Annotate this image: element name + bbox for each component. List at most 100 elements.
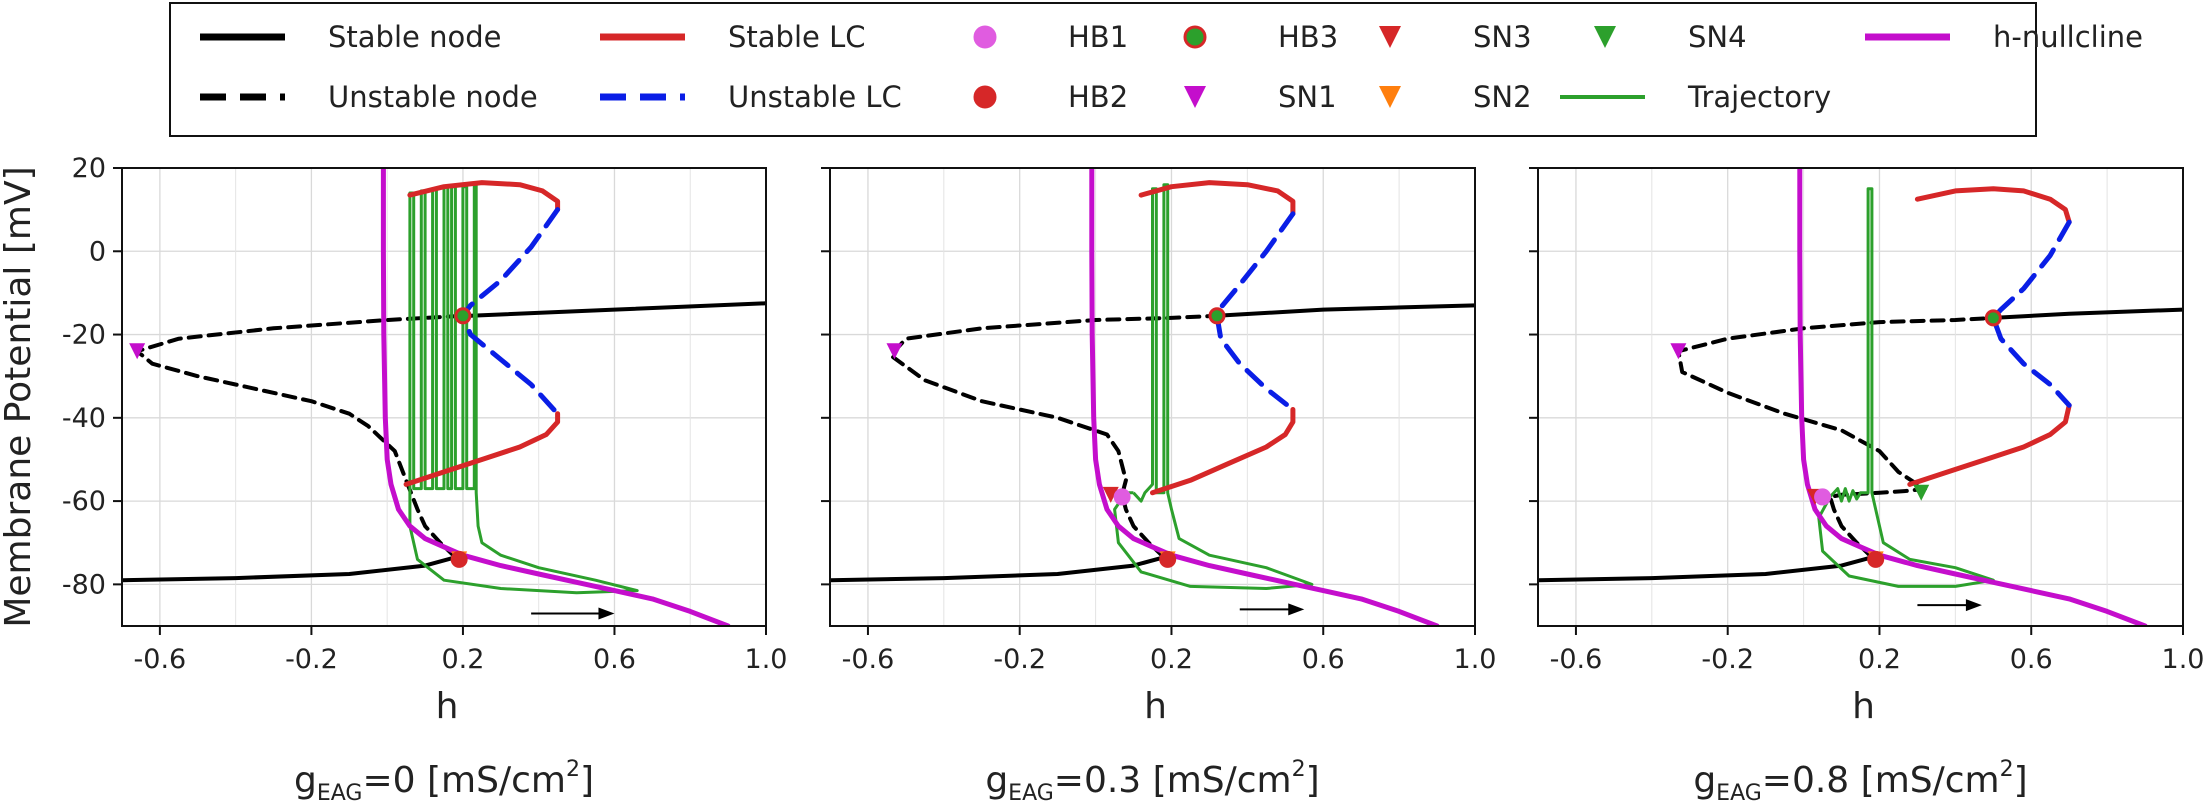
x-axis-label: h [1852, 686, 1875, 727]
legend-circle-swatch [1183, 25, 1207, 49]
panel-title: gEAG=0.8 [mS/cm2] [1693, 757, 2027, 803]
marker-hb2 [1867, 550, 1885, 568]
legend-item-trajectory: Trajectory [1560, 80, 1831, 114]
unstable-node-branch [1676, 315, 1996, 560]
stable-node-lower-branch [830, 555, 1166, 583]
legend-label: Stable node [328, 20, 501, 54]
legend-label: h-nullcline [1993, 20, 2143, 54]
legend-circle-swatch [973, 25, 997, 49]
legend-triangle-swatch [1594, 26, 1616, 48]
marker-hb1 [1113, 488, 1131, 506]
legend-label: Unstable LC [728, 80, 902, 114]
panel-title-sup: 2 [2000, 757, 2014, 782]
legend-triangle-swatch [1379, 86, 1401, 108]
trajectory-line [408, 183, 639, 595]
unstable-lc [1990, 219, 2072, 408]
legend-item-stable-lc: Stable LC [600, 20, 865, 54]
y-tick-label: -80 [62, 569, 106, 600]
legend-item-hb2: HB2 [973, 80, 1128, 114]
x-tick-label: 1.0 [745, 644, 788, 675]
marker-sn3 [1102, 486, 1119, 503]
trajectory-line [1817, 187, 1995, 588]
panel-title-sub: EAG [1008, 781, 1054, 803]
y-tick-label: 20 [72, 153, 106, 184]
marker-hb2 [1159, 550, 1177, 568]
panel-title-main: g [294, 760, 317, 801]
x-tick-label: 0.2 [441, 644, 484, 675]
stable-node-upper-branch [1991, 307, 2183, 320]
stable-lc-upper [1138, 180, 1296, 217]
x-tick-label: -0.2 [1701, 644, 1754, 675]
plot-area [122, 168, 766, 626]
y-tick-label: -20 [62, 320, 106, 351]
legend-label: SN3 [1473, 20, 1532, 54]
marker-sn4 [1913, 484, 1930, 501]
y-axis-label: Membrane Potential [mV] [0, 166, 39, 627]
unstable-node-branch [888, 313, 1219, 560]
stable-node-upper-branch [1215, 303, 1475, 318]
x-tick-label: 0.2 [1858, 644, 1901, 675]
plot-area [830, 168, 1475, 626]
x-tick-label: 0.2 [1150, 644, 1193, 675]
panel-title-end: ] [580, 760, 594, 801]
marker-hb3 [454, 307, 472, 325]
legend-item-sn4: SN4 [1594, 20, 1747, 54]
direction-arrow-head [1288, 603, 1305, 616]
panel-title-end: ] [2014, 760, 2028, 801]
stable-lc-upper [1914, 186, 2072, 225]
direction-arrow-head [598, 607, 615, 620]
legend-item-sn3: SN3 [1379, 20, 1532, 54]
axes-frame [121, 167, 767, 627]
panel-title-main: g [985, 760, 1008, 801]
stable-node-upper-branch [468, 301, 766, 318]
panel-title-sup: 2 [566, 757, 580, 782]
x-tick-label: -0.2 [993, 644, 1046, 675]
stable-lc-lower [403, 411, 561, 487]
x-tick-label: 0.6 [1302, 644, 1345, 675]
marker-sn1 [129, 343, 146, 360]
legend-label: HB3 [1278, 20, 1338, 54]
h-nullcline [1089, 168, 1440, 626]
marker-hb1 [1814, 488, 1832, 506]
legend-triangle-swatch [1184, 86, 1206, 108]
legend-item-sn1: SN1 [1184, 80, 1337, 114]
legend-item-sn2: SN2 [1379, 80, 1532, 114]
legend-frame [169, 2, 2037, 137]
stable-lc-lower [1150, 407, 1296, 496]
x-tick-label: 0.6 [2010, 644, 2053, 675]
legend-label: Unstable node [328, 80, 538, 114]
panel-title-sub: EAG [317, 781, 363, 803]
panel-title: gEAG=0 [mS/cm2] [294, 757, 594, 803]
trajectory-line [1113, 183, 1314, 590]
stable-node-lower-branch [122, 555, 458, 583]
h-nullcline [380, 168, 731, 626]
panel-3: -0.6 -0.2 0.2 0.6 1.0 h gEAG=0.8 [mS/cm2] [1529, 167, 2204, 806]
stable-node-lower-branch [1538, 555, 1874, 583]
y-tick-label: -60 [62, 486, 106, 517]
legend-label: HB1 [1068, 20, 1128, 54]
x-tick-label: 1.0 [1454, 644, 1497, 675]
legend-label: SN4 [1688, 20, 1747, 54]
y-tick-label: -40 [62, 403, 106, 434]
panel-2: -0.6 -0.2 0.2 0.6 1.0 h gEAG=0.3 [mS/cm2] [821, 167, 1497, 806]
x-tick-label: -0.6 [842, 644, 895, 675]
legend-item-unstable-lc: Unstable LC [600, 80, 902, 114]
legend-item-hb1: HB1 [973, 20, 1128, 54]
panel-title-sub: EAG [1716, 781, 1762, 803]
legend-label: SN2 [1473, 80, 1532, 114]
legend-item-h-nullcline: h-nullcline [1865, 20, 2143, 54]
legend-label: Stable LC [728, 20, 865, 54]
panel-title-main: g [1693, 760, 1716, 801]
legend-item-hb3: HB3 [1183, 20, 1338, 54]
x-tick-label: -0.6 [1550, 644, 1603, 675]
x-tick-label: 0.6 [593, 644, 636, 675]
panel-title-value: =0.3 [mS/cm [1054, 760, 1292, 801]
stable-lc-upper [407, 180, 561, 213]
x-tick-label: -0.6 [134, 644, 187, 675]
marker-sn1 [886, 343, 903, 360]
panel-title: gEAG=0.3 [mS/cm2] [985, 757, 1319, 803]
legend-label: SN1 [1278, 80, 1337, 114]
legend-item-unstable-node: Unstable node [200, 80, 538, 114]
